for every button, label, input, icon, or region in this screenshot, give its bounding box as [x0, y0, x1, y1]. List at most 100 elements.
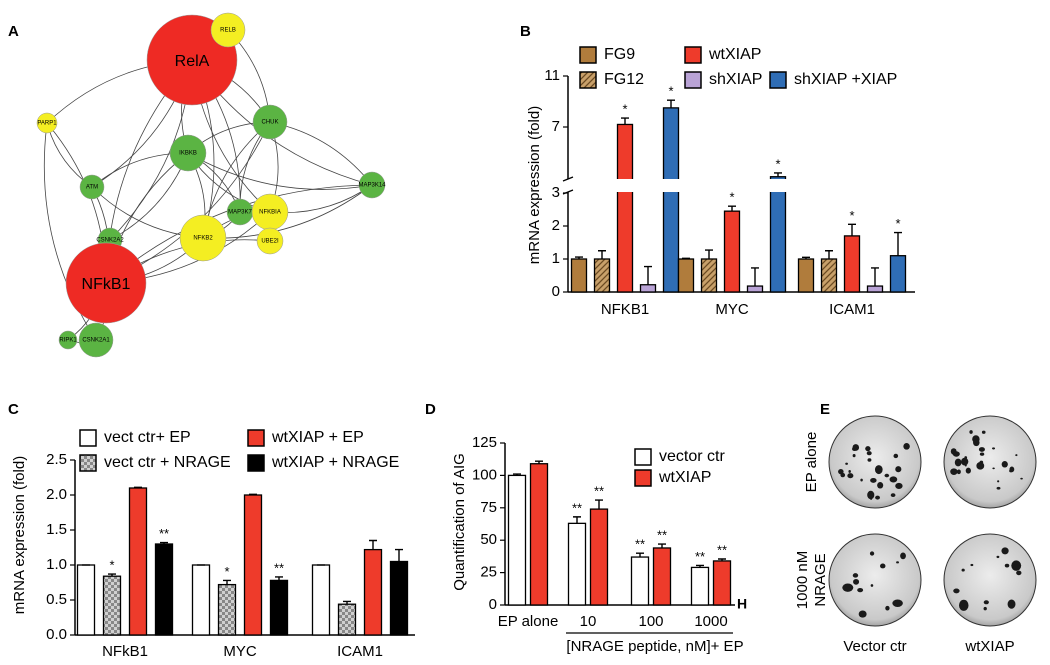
colony [893, 453, 899, 459]
bar [269, 579, 289, 636]
network-node [210, 12, 246, 48]
bar [567, 522, 587, 606]
column-label: Vector ctr [843, 638, 906, 655]
error-bar [513, 473, 521, 476]
row-label: NRAGE [812, 553, 829, 606]
significance: * [895, 216, 900, 231]
significance: ** [274, 560, 284, 575]
significance: ** [572, 500, 582, 515]
colony [866, 451, 872, 456]
legend-label: shXIAP [709, 71, 762, 88]
legend-swatch [634, 448, 652, 466]
legend-label: FG9 [604, 46, 635, 63]
y-tick-label: 25 [480, 564, 497, 581]
bar [843, 235, 861, 293]
node-label: PARP1 [37, 121, 57, 127]
bar [630, 556, 650, 606]
axis-break-mark [562, 176, 574, 195]
bar [102, 575, 122, 636]
x-tick-label: 1000 [694, 613, 727, 630]
error-bar [728, 205, 736, 212]
y-axis-label: Quantification of AIG [451, 453, 468, 591]
bar [652, 547, 672, 606]
colony [842, 583, 854, 592]
colony [895, 466, 902, 473]
error-bar [871, 267, 879, 287]
x-tick-label: 10 [580, 613, 597, 630]
colony [867, 490, 875, 500]
colony [983, 606, 987, 611]
x-tick-label: ICAM1 [829, 301, 875, 318]
plate-image [828, 533, 922, 627]
colony [1020, 477, 1023, 480]
bar [243, 494, 263, 636]
error-bar [134, 486, 142, 488]
colony [838, 469, 844, 475]
bar [616, 123, 634, 293]
annotation: H [737, 596, 747, 612]
colony [852, 447, 855, 451]
colony [880, 563, 886, 569]
network-node [78, 322, 114, 358]
significance: * [775, 156, 780, 171]
legend-label: wtXIAP + EP [271, 429, 364, 446]
colony [996, 486, 1001, 490]
colony [992, 467, 995, 470]
colony [892, 599, 903, 608]
colony [953, 588, 960, 594]
colony [890, 493, 896, 498]
colony [858, 610, 867, 618]
x-axis-label: [NRAGE peptide, nM]+ EP [566, 638, 743, 655]
bar [746, 285, 764, 293]
significance: ** [635, 537, 645, 552]
legend-label: vector ctr [659, 448, 725, 465]
bar [76, 564, 96, 636]
network-node [252, 104, 288, 140]
network-node [79, 174, 105, 200]
panel-label: B [520, 23, 531, 40]
error-bar [369, 539, 377, 550]
bar [677, 258, 695, 293]
error-bar [667, 99, 675, 108]
y-tick-label: 1.0 [46, 556, 67, 573]
y-tick-label: 7 [552, 118, 560, 135]
colony [1015, 454, 1018, 457]
legend-label: vect ctr + NRAGE [104, 454, 231, 471]
y-tick-label: 2 [552, 217, 560, 234]
colony [973, 439, 980, 447]
bar [128, 487, 148, 636]
bar [570, 258, 588, 293]
legend-label: wtXIAP [708, 46, 761, 63]
bar [593, 258, 611, 293]
colony [848, 470, 851, 473]
error-bar [696, 564, 704, 568]
bar [866, 285, 884, 293]
colony [997, 480, 1000, 483]
error-bar [682, 257, 690, 260]
column-label: wtXIAP [964, 638, 1014, 655]
bar [769, 176, 787, 293]
x-tick-label: 100 [638, 613, 663, 630]
node-label: IKBKB [179, 151, 197, 157]
row-label: EP alone [803, 432, 820, 493]
bar [507, 474, 527, 606]
x-tick-label: NFkB1 [102, 643, 148, 660]
colony [1007, 599, 1016, 609]
colony [961, 568, 965, 572]
bar [690, 566, 710, 606]
bar [337, 603, 357, 636]
error-bar [108, 573, 116, 577]
significance: ** [159, 526, 169, 541]
network-node [65, 242, 147, 324]
legend-swatch [79, 454, 97, 472]
colony [956, 469, 961, 475]
colony [1016, 570, 1022, 576]
significance: * [849, 208, 854, 223]
colony [852, 573, 859, 578]
y-tick-label: 75 [480, 499, 497, 516]
error-bar [636, 552, 644, 558]
network-node [179, 214, 227, 262]
colony [1004, 563, 1010, 568]
colony [965, 467, 971, 474]
error-bar [621, 117, 629, 125]
